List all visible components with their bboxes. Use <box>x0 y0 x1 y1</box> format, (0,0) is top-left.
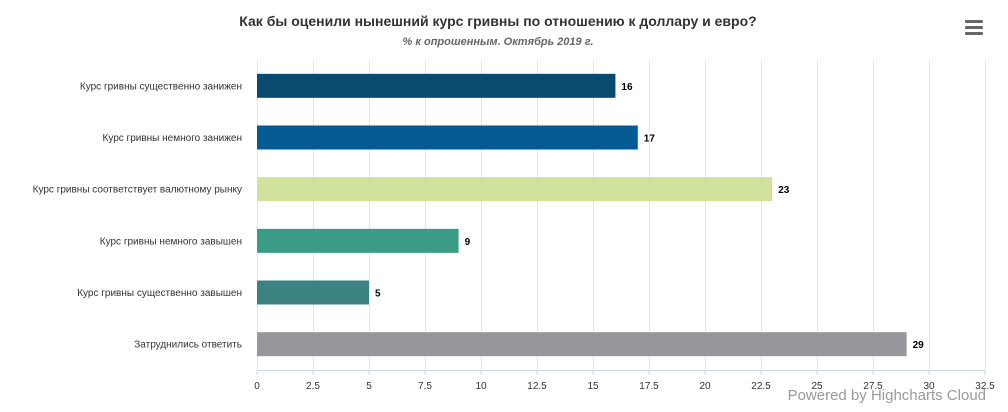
bar[interactable] <box>257 73 616 98</box>
category-label: Курс гривны существенно занижен <box>80 81 242 92</box>
bar[interactable] <box>257 228 459 253</box>
x-tick-label: 15 <box>587 381 599 392</box>
x-tick-label: 25 <box>811 381 823 392</box>
grid <box>257 60 986 370</box>
x-tick-label: 7.5 <box>418 381 432 392</box>
chart-subtitle: % к опрошенным. Октябрь 2019 г. <box>403 36 594 48</box>
data-label: 9 <box>465 237 471 248</box>
x-tick-label: 2.5 <box>306 381 320 392</box>
category-label: Курс гривны существенно завышен <box>77 288 242 299</box>
bar[interactable] <box>257 125 638 150</box>
category-label: Затруднились ответить <box>134 340 242 351</box>
x-tick-label: 10 <box>475 381 487 392</box>
x-tick-label: 0 <box>254 381 260 392</box>
bar[interactable] <box>257 177 773 202</box>
category-label: Курс гривны немного занижен <box>103 133 243 144</box>
x-tick-label: 32.5 <box>975 381 995 392</box>
data-label: 29 <box>913 340 925 351</box>
x-tick-label: 5 <box>366 381 372 392</box>
menu-icon-bar <box>965 20 983 23</box>
axis: 0 2.5 5 7.5 10 12.5 15 17.5 20 22.5 25 27.5 30 32.5 Ку… <box>33 81 996 392</box>
data-label: 17 <box>644 134 656 145</box>
x-tick-label: 20 <box>699 381 711 392</box>
bar[interactable] <box>257 332 907 357</box>
x-tick-label: 30 <box>923 381 935 392</box>
credits-link[interactable]: Powered by Highcharts Cloud <box>788 387 986 404</box>
menu-icon-bar <box>965 32 983 35</box>
chart-menu-button[interactable] <box>960 15 988 39</box>
data-label: 16 <box>621 82 633 93</box>
data-label: 23 <box>778 185 790 196</box>
bars: 16 17 23 9 5 29 <box>257 73 925 357</box>
data-label: 5 <box>375 289 381 300</box>
hamburger-menu-icon <box>965 20 983 35</box>
x-tick-label: 27.5 <box>863 381 883 392</box>
category-label: Курс гривны соответствует валютному рынк… <box>33 185 242 196</box>
x-tick-label: 12.5 <box>527 381 547 392</box>
x-tick-label: 17.5 <box>639 381 659 392</box>
menu-icon-bar <box>965 26 983 29</box>
category-label: Курс гривны немного завышен <box>100 236 242 247</box>
bar[interactable] <box>257 280 369 305</box>
x-tick-label: 22.5 <box>751 381 771 392</box>
chart-title: Как бы оценили нынешний курс гривны по о… <box>239 13 756 29</box>
